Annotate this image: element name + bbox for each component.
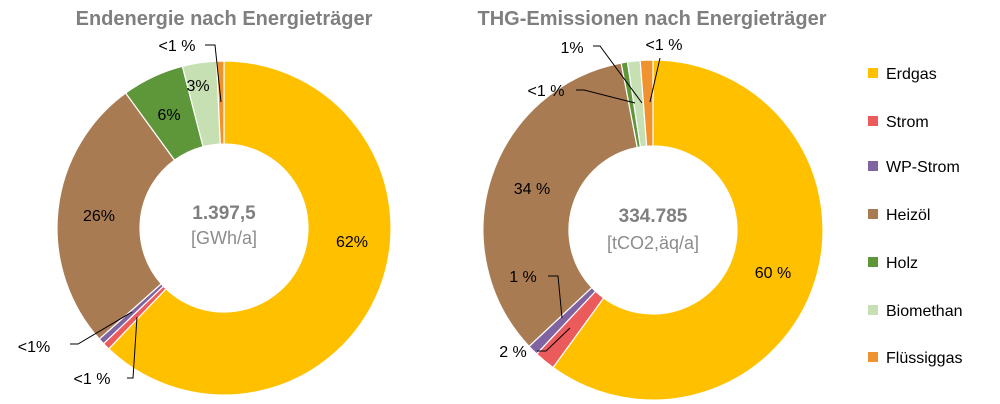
chart-title: THG-Emissionen nach Energieträger bbox=[478, 8, 827, 30]
data-label-wp-strom: 1 % bbox=[509, 269, 537, 286]
legend-label: Flüssiggas bbox=[886, 350, 962, 367]
data-label-holz: <1 % bbox=[528, 83, 565, 100]
slice-erdgas bbox=[107, 60, 392, 396]
center-value: 334.785 bbox=[619, 206, 688, 227]
donut-slices bbox=[482, 59, 824, 401]
legend-item-biomethan: Biomethan bbox=[868, 303, 963, 320]
legend-label: Biomethan bbox=[886, 303, 963, 320]
center-value: 1.397,5 bbox=[192, 203, 256, 224]
leader-line-wp-strom bbox=[70, 311, 133, 345]
chart-endenergie: Endenergie nach Energieträger 1.397,5 [G… bbox=[18, 8, 392, 396]
leader-line-fluessiggas bbox=[649, 57, 661, 103]
leader-line-wp-strom bbox=[548, 275, 563, 319]
data-label-strom: 2 % bbox=[499, 344, 527, 361]
legend-item-erdgas: Erdgas bbox=[868, 66, 937, 83]
legend-label: Heizöl bbox=[886, 207, 930, 224]
legend: Erdgas Strom WP-Strom Heizöl Holz Biomethan Fl… bbox=[868, 66, 963, 367]
slice-erdgas bbox=[552, 59, 824, 401]
data-label-heizoel: 26% bbox=[83, 208, 115, 225]
slice-heizoel bbox=[482, 62, 638, 348]
data-label-biomethan: 1% bbox=[560, 40, 583, 57]
leader-line-strom bbox=[127, 316, 138, 379]
legend-label: WP-Strom bbox=[886, 159, 960, 176]
legend-swatch bbox=[868, 161, 878, 171]
center-unit: [GWh/a] bbox=[191, 228, 257, 248]
data-label-heizoel: 34 % bbox=[514, 181, 550, 198]
legend-label: Strom bbox=[886, 114, 929, 131]
chart-title: Endenergie nach Energieträger bbox=[76, 8, 373, 30]
data-label-erdgas: 60 % bbox=[755, 265, 791, 282]
leader-line-holz bbox=[576, 89, 636, 104]
legend-swatch bbox=[868, 305, 878, 315]
data-label-fluessiggas: <1 % bbox=[646, 37, 683, 54]
legend-label: Erdgas bbox=[886, 66, 937, 83]
legend-swatch bbox=[868, 209, 878, 219]
legend-label: Holz bbox=[886, 255, 918, 272]
data-label-wp-strom: <1% bbox=[18, 339, 50, 356]
chart-thg-emissionen: THG-Emissionen nach Energieträger 334.78… bbox=[478, 8, 827, 401]
legend-item-wp-strom: WP-Strom bbox=[868, 159, 960, 176]
legend-item-holz: Holz bbox=[868, 255, 918, 272]
data-label-erdgas: 62% bbox=[336, 234, 368, 251]
leader-line-fluessiggas bbox=[205, 44, 222, 103]
data-label-fluessiggas: <1 % bbox=[159, 38, 196, 55]
slice-fluessiggas bbox=[639, 59, 654, 147]
leader-line-strom bbox=[537, 327, 571, 352]
leader-line-biomethan bbox=[593, 45, 643, 104]
center-unit: [tCO2,äq/a] bbox=[607, 233, 699, 253]
data-label-holz: 6% bbox=[157, 107, 180, 124]
legend-swatch bbox=[868, 68, 878, 78]
legend-swatch bbox=[868, 116, 878, 126]
legend-swatch bbox=[868, 352, 878, 362]
data-label-biomethan: 3% bbox=[186, 78, 209, 95]
legend-item-strom: Strom bbox=[868, 114, 929, 131]
data-label-strom: <1 % bbox=[74, 371, 111, 388]
legend-item-heizoel: Heizöl bbox=[868, 207, 930, 224]
slice-heizoel bbox=[56, 92, 176, 340]
legend-item-fluessiggas: Flüssiggas bbox=[868, 350, 962, 367]
legend-swatch bbox=[868, 257, 878, 267]
